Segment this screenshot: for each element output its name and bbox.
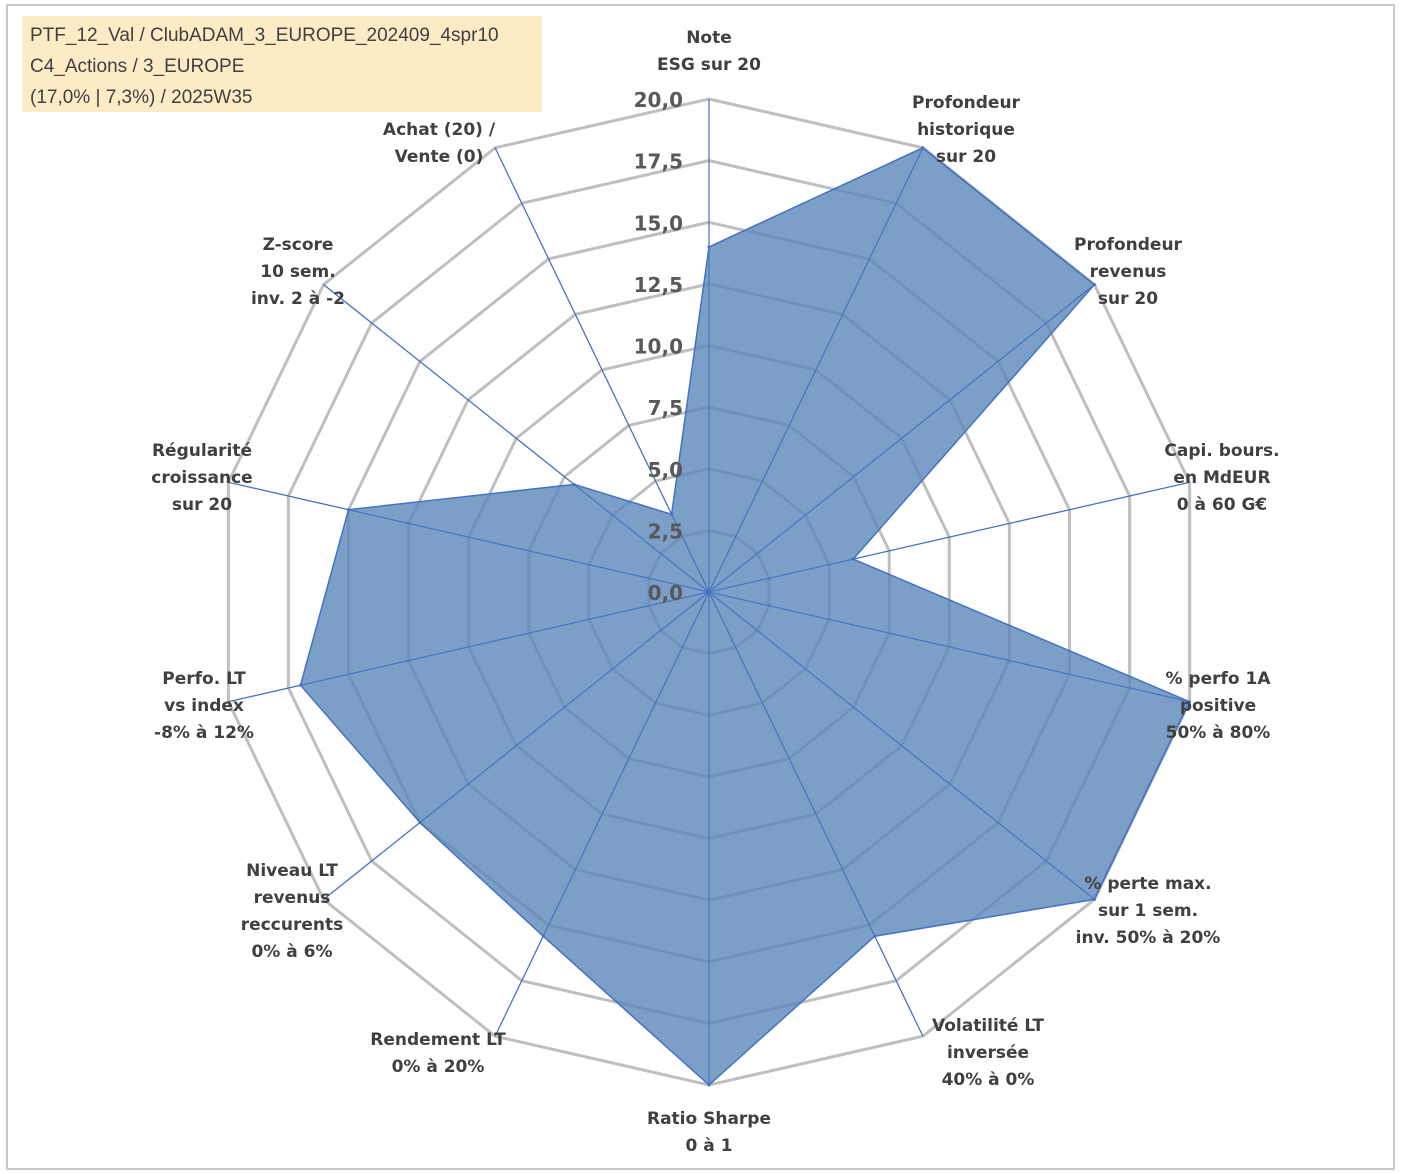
axis-label: reccurents <box>241 915 343 935</box>
axis-spoke-overlay <box>323 591 710 900</box>
axis-label: Ratio Sharpe <box>647 1109 771 1129</box>
axis-label: inv. 2 à -2 <box>251 289 345 309</box>
axis-label: 0% à 6% <box>251 942 332 962</box>
series-layer <box>228 99 1192 1087</box>
info-line-1: PTF_12_Val / ClubADAM_3_EUROPE_202409_4s… <box>30 25 499 46</box>
axis-spoke-overlay <box>323 284 710 593</box>
tick-label: 15,0 <box>634 211 683 235</box>
axis-spoke-overlay <box>708 591 1190 703</box>
series-area <box>299 146 1191 1087</box>
axis-label: historique <box>917 120 1015 140</box>
tick-label: 20,0 <box>634 88 683 112</box>
info-line-2: C4_Actions / 3_EUROPE <box>30 56 245 77</box>
axis-label: Volatilité LT <box>932 1016 1044 1036</box>
axis-spoke-overlay <box>228 481 710 593</box>
axis-label: vs index <box>164 696 244 716</box>
axis-label: revenus <box>1090 262 1167 282</box>
tick-label: 12,5 <box>634 273 683 297</box>
axis-label: 40% à 0% <box>942 1070 1035 1090</box>
axis-label: Note <box>686 28 732 48</box>
axis-label: inversée <box>947 1043 1029 1063</box>
info-line-3: (17,0% | 7,3%) / 2025W35 <box>30 87 253 108</box>
axis-spoke-overlay <box>708 481 1190 593</box>
axis-label: Vente (0) <box>395 147 484 167</box>
axis-spoke-overlay <box>708 591 1095 900</box>
axis-label: 0 à 60 G€ <box>1177 495 1268 515</box>
axis-label: Achat (20) / <box>383 120 496 140</box>
axis-label: positive <box>1180 696 1256 716</box>
axis-label: Régularité <box>152 441 252 461</box>
axis-label: Perfo. LT <box>162 669 246 689</box>
tick-label: 0,0 <box>648 581 683 605</box>
axis-label: Capi. bours. <box>1164 441 1279 461</box>
axis-spoke-overlay <box>708 284 1095 593</box>
tick-layer: 0,0 2,5 5,0 7,5 10,0 12,5 15,0 17,5 20,0 <box>634 88 683 605</box>
axis-label: Niveau LT <box>246 861 338 881</box>
tick-label: 5,0 <box>648 458 683 482</box>
tick-label: 10,0 <box>634 335 683 359</box>
axis-label: % perfo 1A <box>1165 669 1271 689</box>
axis-label: -8% à 12% <box>154 723 254 743</box>
axis-label: ESG sur 20 <box>657 55 761 75</box>
axis-label: croissance <box>151 468 252 488</box>
axis-label-layer: Note ESG sur 20 Profondeur historique sur 20… <box>151 28 1279 1156</box>
tick-label: 17,5 <box>634 150 683 174</box>
axis-label: 10 sem. <box>260 262 335 282</box>
axis-spoke-overlay <box>708 591 924 1037</box>
axis-label: sur 20 <box>172 495 232 515</box>
axis-spoke-overlay <box>228 591 710 703</box>
axis-label: 0 à 1 <box>686 1136 733 1156</box>
axis-label: inv. 50% à 20% <box>1076 928 1221 948</box>
axis-label: Rendement LT <box>370 1030 506 1050</box>
tick-label: 7,5 <box>648 396 683 420</box>
axis-label: sur 20 <box>936 147 996 167</box>
axis-spoke-overlay <box>708 147 924 593</box>
axis-label: en MdEUR <box>1173 468 1270 488</box>
axis-spoke-overlay <box>494 147 710 593</box>
axis-label: Profondeur <box>912 93 1021 113</box>
axis-label: 0% à 20% <box>392 1057 485 1077</box>
portfolio-info-box: PTF_12_Val / ClubADAM_3_EUROPE_202409_4s… <box>22 16 542 112</box>
axis-label: sur 20 <box>1098 289 1158 309</box>
axis-label: revenus <box>254 888 331 908</box>
axis-label: % perte max. <box>1084 874 1211 894</box>
axis-spoke-overlay <box>494 591 710 1037</box>
axis-label: sur 1 sem. <box>1098 901 1198 921</box>
axis-label: 50% à 80% <box>1166 723 1271 743</box>
tick-label: 2,5 <box>648 519 683 543</box>
axis-label: Profondeur <box>1074 235 1183 255</box>
axis-label: Z-score <box>263 235 334 255</box>
